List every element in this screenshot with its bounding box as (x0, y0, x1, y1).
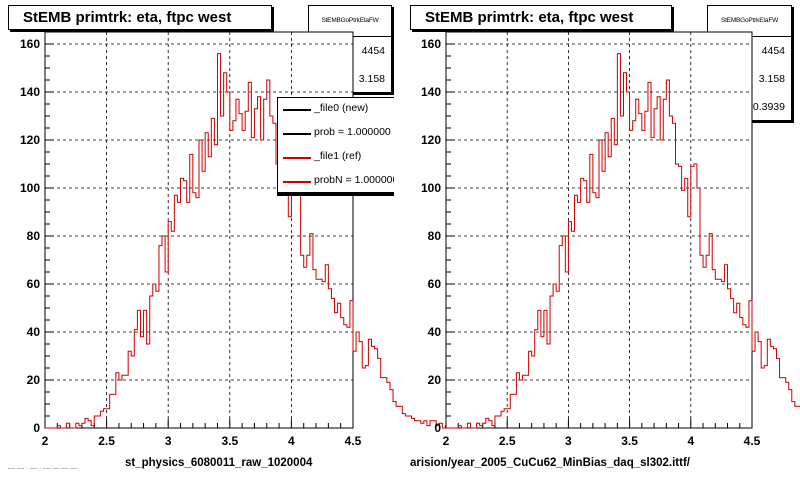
stats-row-entries: Entries 4454 (309, 37, 391, 65)
y-tick-label: 100 (421, 181, 441, 195)
stats-row-entries: Entries 4454 (708, 37, 791, 65)
y-tick-label: 140 (20, 85, 40, 99)
y-tick-label: 80 (27, 229, 41, 243)
histogram-series-line (45, 53, 480, 429)
y-tick-label: 40 (428, 325, 442, 339)
x-tick-label: 2.5 (499, 434, 516, 448)
legend-item: prob = 1.000000 (278, 122, 394, 146)
x-tick-label: 2 (443, 434, 450, 448)
legend-line-swatch (283, 133, 311, 135)
y-tick-label: 100 (20, 181, 40, 195)
x-tick-label: 2 (42, 434, 49, 448)
y-tick-label: 160 (20, 37, 40, 51)
stats-label: Entries (712, 45, 745, 57)
y-tick-label: 40 (27, 325, 41, 339)
stats-value: 0.3939 (752, 101, 785, 113)
y-tick-label: 140 (421, 85, 441, 99)
stats-header: StEMBGoPtrkEtaFW (309, 6, 391, 37)
legend-label: _file1 (ref) (314, 150, 362, 162)
y-tick-label: 160 (421, 37, 441, 51)
x-axis-label: st_physics_6080011_raw_1020004 (125, 457, 313, 469)
legend-item: probN = 1.000000 (278, 170, 394, 192)
x-tick-label: 3.5 (621, 434, 638, 448)
stats-value: 4454 (361, 45, 385, 57)
plot-frame (44, 31, 354, 429)
legend-label: probN = 1.000000 (314, 174, 394, 186)
stats-header: StEMBGoPtrkEtaFW (708, 6, 791, 37)
legend: _file0 (new) prob = 1.000000 _file1 (ref… (277, 97, 394, 193)
stats-row-rms: RMS 0.3939 (708, 93, 791, 121)
y-tick-label: 0 (434, 421, 441, 435)
stats-row-mean: Mean 3.158 (309, 65, 391, 93)
legend-line-swatch (283, 181, 311, 183)
stats-row-mean: Mean 3.158 (708, 65, 791, 93)
stats-label: RMS (712, 101, 736, 113)
legend-item: _file1 (ref) (278, 146, 394, 170)
x-tick-label: 3.5 (221, 434, 238, 448)
x-tick-label: 4 (687, 434, 694, 448)
stats-label: Mean (712, 73, 739, 85)
legend-label: _file0 (new) (314, 102, 369, 114)
legend-item: _file0 (new) (278, 98, 394, 122)
x-tick-label: 3 (165, 434, 172, 448)
chart-title-text: StEMB primtrk: eta, ftpc west (23, 9, 232, 26)
y-tick-label: 80 (428, 229, 442, 243)
y-tick-label: 60 (27, 277, 41, 291)
x-tick-label: 3 (565, 434, 572, 448)
y-tick-label: 20 (27, 373, 41, 387)
y-tick-label: 20 (428, 373, 442, 387)
x-tick-label: 4 (288, 434, 295, 448)
stats-box: StEMBGoPtrkEtaFW Entries 4454 Mean 3.158… (707, 5, 792, 121)
stats-label: Mean (313, 73, 340, 85)
legend-label: prob = 1.000000 (314, 126, 391, 138)
y-tick-label: 60 (428, 277, 442, 291)
x-axis-label: arision/year_2005_CuCu62_MinBias_daq_sl3… (410, 457, 690, 469)
y-tick-label: 120 (421, 133, 441, 147)
stats-label: Entries (313, 45, 346, 57)
y-tick-label: 120 (20, 133, 40, 147)
y-tick-label: 0 (33, 421, 40, 435)
x-tick-label: 4.5 (345, 434, 362, 448)
footer-text: — — · — · — — — — (8, 465, 78, 472)
stats-value: 3.158 (358, 73, 385, 85)
chart-title-text: StEMB primtrk: eta, ftpc west (425, 9, 634, 26)
legend-line-swatch (283, 109, 311, 111)
stats-box: StEMBGoPtrkEtaFW Entries 4454 Mean 3.158 (308, 5, 392, 93)
stats-value: 4454 (761, 45, 785, 57)
legend-line-swatch (283, 157, 311, 159)
chart-title: StEMB primtrk: eta, ftpc west (8, 5, 272, 30)
x-tick-label: 4.5 (744, 434, 761, 448)
chart-title: StEMB primtrk: eta, ftpc west (410, 5, 672, 30)
stats-value: 3.158 (758, 73, 785, 85)
x-tick-label: 2.5 (98, 434, 115, 448)
